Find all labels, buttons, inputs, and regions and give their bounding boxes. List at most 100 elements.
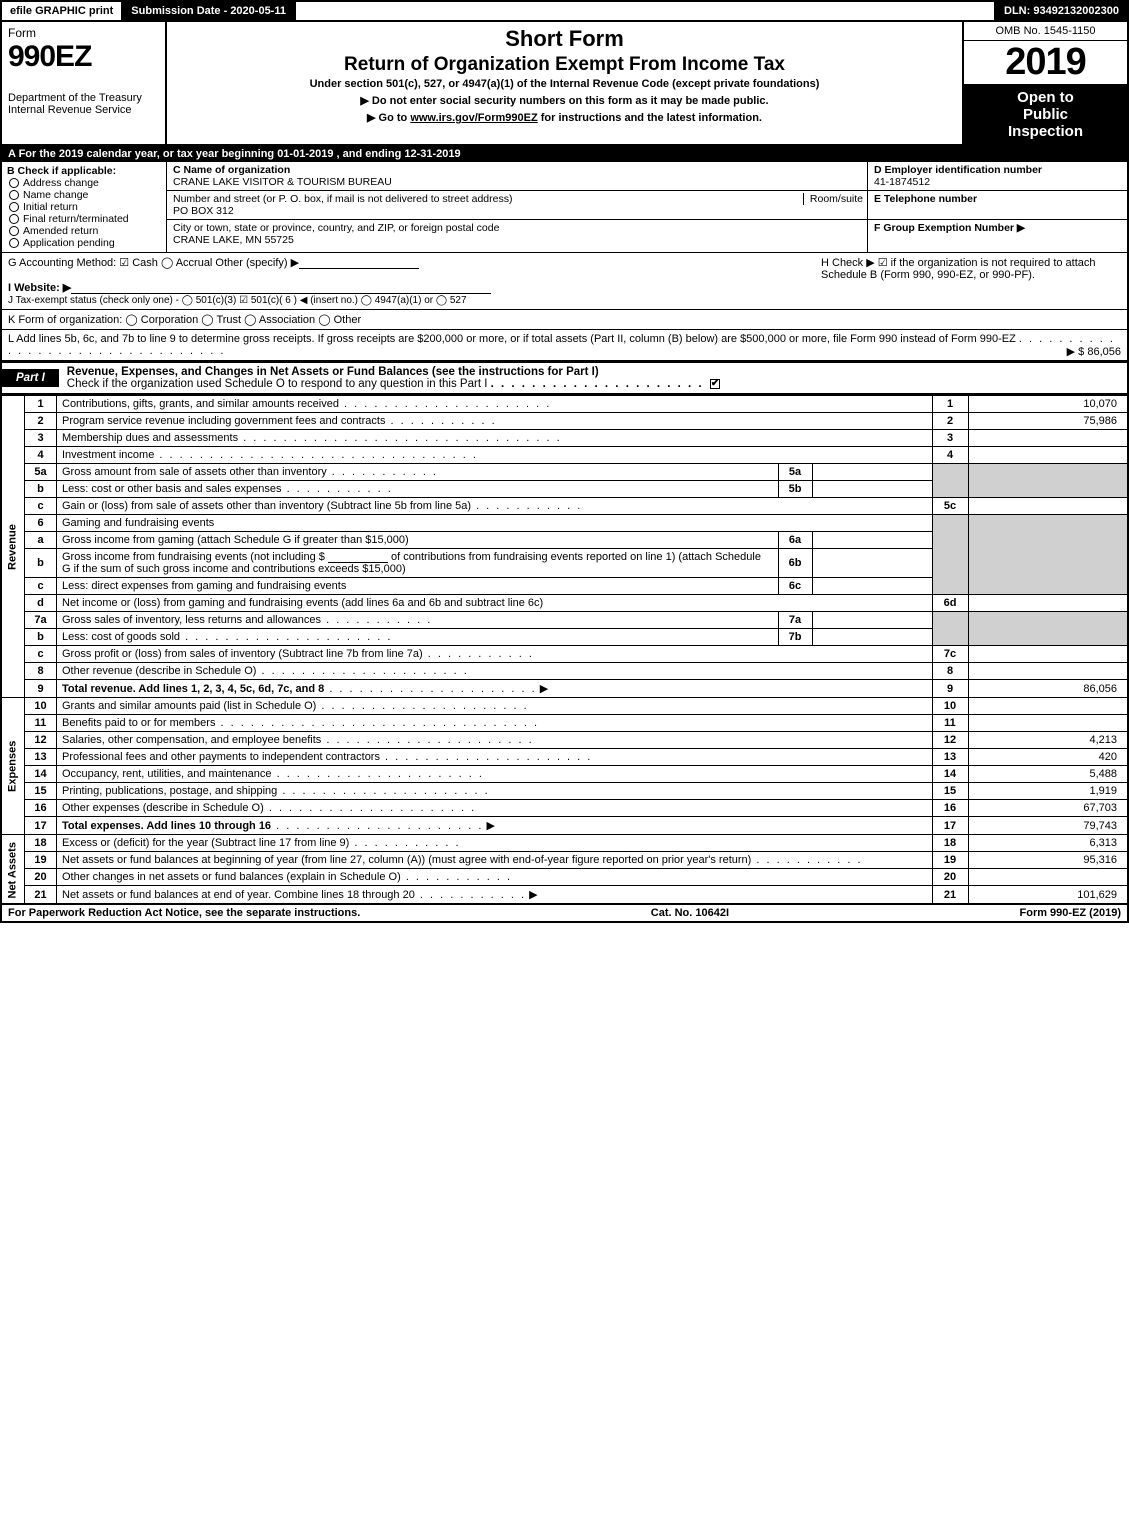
- line-amount: [968, 663, 1128, 680]
- line-desc: Printing, publications, postage, and shi…: [62, 785, 277, 797]
- subtitle: Under section 501(c), 527, or 4947(a)(1)…: [177, 78, 952, 90]
- line-num: 4: [25, 447, 57, 464]
- line-amount: 67,703: [968, 800, 1128, 817]
- line-amount: [968, 869, 1128, 886]
- omb-number: OMB No. 1545-1150: [964, 22, 1127, 41]
- line-amount: [968, 430, 1128, 447]
- line-ref: 12: [932, 732, 968, 749]
- chk-amended-return[interactable]: Amended return: [9, 225, 161, 237]
- boxes-def: D Employer identification number 41-1874…: [867, 162, 1127, 252]
- line-num: c: [25, 498, 57, 515]
- chk-label: Address change: [23, 177, 99, 189]
- ssn-warning: ▶ Do not enter social security numbers o…: [177, 94, 952, 107]
- header-center: Short Form Return of Organization Exempt…: [167, 22, 962, 144]
- netassets-side-label: Net Assets: [1, 835, 25, 905]
- line-num: 20: [25, 869, 57, 886]
- line-ref: 8: [932, 663, 968, 680]
- inner-num: 6b: [778, 549, 812, 578]
- line-num: d: [25, 595, 57, 612]
- inner-amt: [812, 549, 932, 578]
- street-value: PO BOX 312: [173, 205, 234, 217]
- line-ref: 15: [932, 783, 968, 800]
- line-desc: Less: cost of goods sold: [62, 631, 180, 643]
- line-ref: 1: [932, 396, 968, 413]
- line-amount: 79,743: [968, 817, 1128, 835]
- chk-application-pending[interactable]: Application pending: [9, 237, 161, 249]
- line-desc: Membership dues and assessments: [62, 432, 238, 444]
- line-num: 16: [25, 800, 57, 817]
- form-number: 990EZ: [8, 40, 159, 74]
- shade-cell: [932, 515, 968, 595]
- chk-name-change[interactable]: Name change: [9, 189, 161, 201]
- tax-year: 2019: [964, 41, 1127, 85]
- inner-amt: [812, 481, 932, 498]
- line-amount: 6,313: [968, 835, 1128, 852]
- line-desc: Excess or (deficit) for the year (Subtra…: [62, 837, 349, 849]
- dept-treasury: Department of the Treasury: [8, 92, 159, 104]
- line-num: 12: [25, 732, 57, 749]
- box-f-label: F Group Exemption Number ▶: [874, 222, 1025, 234]
- line-num: 5a: [25, 464, 57, 481]
- line-num: 8: [25, 663, 57, 680]
- box-k: K Form of organization: ◯ Corporation ◯ …: [0, 310, 1129, 330]
- box-i: I Website: ▶: [8, 282, 71, 294]
- line-desc: Gain or (loss) from sale of assets other…: [62, 500, 471, 512]
- box-g: G Accounting Method: ☑ Cash ◯ Accrual Ot…: [8, 256, 821, 306]
- line-ref: 9: [932, 680, 968, 698]
- box-f: F Group Exemption Number ▶: [868, 220, 1127, 236]
- box-d-label: D Employer identification number: [874, 164, 1042, 176]
- line-ref: 7c: [932, 646, 968, 663]
- line-amount: 1,919: [968, 783, 1128, 800]
- line-desc: Program service revenue including govern…: [62, 415, 385, 427]
- line-num: 2: [25, 413, 57, 430]
- line-desc: Gross income from gaming (attach Schedul…: [57, 532, 779, 549]
- line-desc: Gross sales of inventory, less returns a…: [62, 614, 321, 626]
- inner-amt: [812, 629, 932, 646]
- inner-amt: [812, 578, 932, 595]
- chk-label: Initial return: [23, 201, 78, 213]
- line-ref: 17: [932, 817, 968, 835]
- chk-final-return[interactable]: Final return/terminated: [9, 213, 161, 225]
- line-desc: Total revenue. Add lines 1, 2, 3, 4, 5c,…: [62, 683, 324, 695]
- line-desc: Benefits paid to or for members: [62, 717, 215, 729]
- footer-right: Form 990-EZ (2019): [1020, 907, 1121, 919]
- line-desc: Gross amount from sale of assets other t…: [62, 466, 327, 478]
- shade-cell: [968, 612, 1128, 646]
- line-ref: 16: [932, 800, 968, 817]
- footer: For Paperwork Reduction Act Notice, see …: [0, 905, 1129, 923]
- line-num: b: [25, 629, 57, 646]
- line-amount: 420: [968, 749, 1128, 766]
- chk-address-change[interactable]: Address change: [9, 177, 161, 189]
- line-amount: 5,488: [968, 766, 1128, 783]
- line-num: 6: [25, 515, 57, 532]
- expenses-side-label: Expenses: [1, 698, 25, 835]
- line-amount: 101,629: [968, 886, 1128, 905]
- line-amount: [968, 595, 1128, 612]
- inner-num: 5b: [778, 481, 812, 498]
- line-desc: Occupancy, rent, utilities, and maintena…: [62, 768, 272, 780]
- tax-year-line: A For the 2019 calendar year, or tax yea…: [0, 146, 1129, 162]
- entity-block: B Check if applicable: Address change Na…: [0, 162, 1129, 253]
- inner-num: 7a: [778, 612, 812, 629]
- line-num: 19: [25, 852, 57, 869]
- inspect-2: Public: [968, 106, 1123, 123]
- line-ref: 10: [932, 698, 968, 715]
- irs-link[interactable]: www.irs.gov/Form990EZ: [410, 112, 537, 124]
- schedule-o-checkbox[interactable]: [710, 379, 720, 389]
- efile-print-label[interactable]: efile GRAPHIC print: [2, 2, 123, 20]
- box-j: J Tax-exempt status (check only one) - ◯…: [8, 295, 467, 306]
- line-num: 21: [25, 886, 57, 905]
- goto-post: for instructions and the latest informat…: [538, 112, 762, 124]
- box-l-text: L Add lines 5b, 6c, and 7b to line 9 to …: [8, 333, 1016, 345]
- line-amount: [968, 715, 1128, 732]
- line-desc: Less: cost or other basis and sales expe…: [62, 483, 282, 495]
- line-desc: Total expenses. Add lines 10 through 16: [62, 820, 271, 832]
- inner-amt: [812, 532, 932, 549]
- line-desc: Other expenses (describe in Schedule O): [62, 802, 264, 814]
- line-ref: 20: [932, 869, 968, 886]
- line-num: 7a: [25, 612, 57, 629]
- line-amount: 95,316: [968, 852, 1128, 869]
- line-ref: 6d: [932, 595, 968, 612]
- chk-initial-return[interactable]: Initial return: [9, 201, 161, 213]
- line-num: 1: [25, 396, 57, 413]
